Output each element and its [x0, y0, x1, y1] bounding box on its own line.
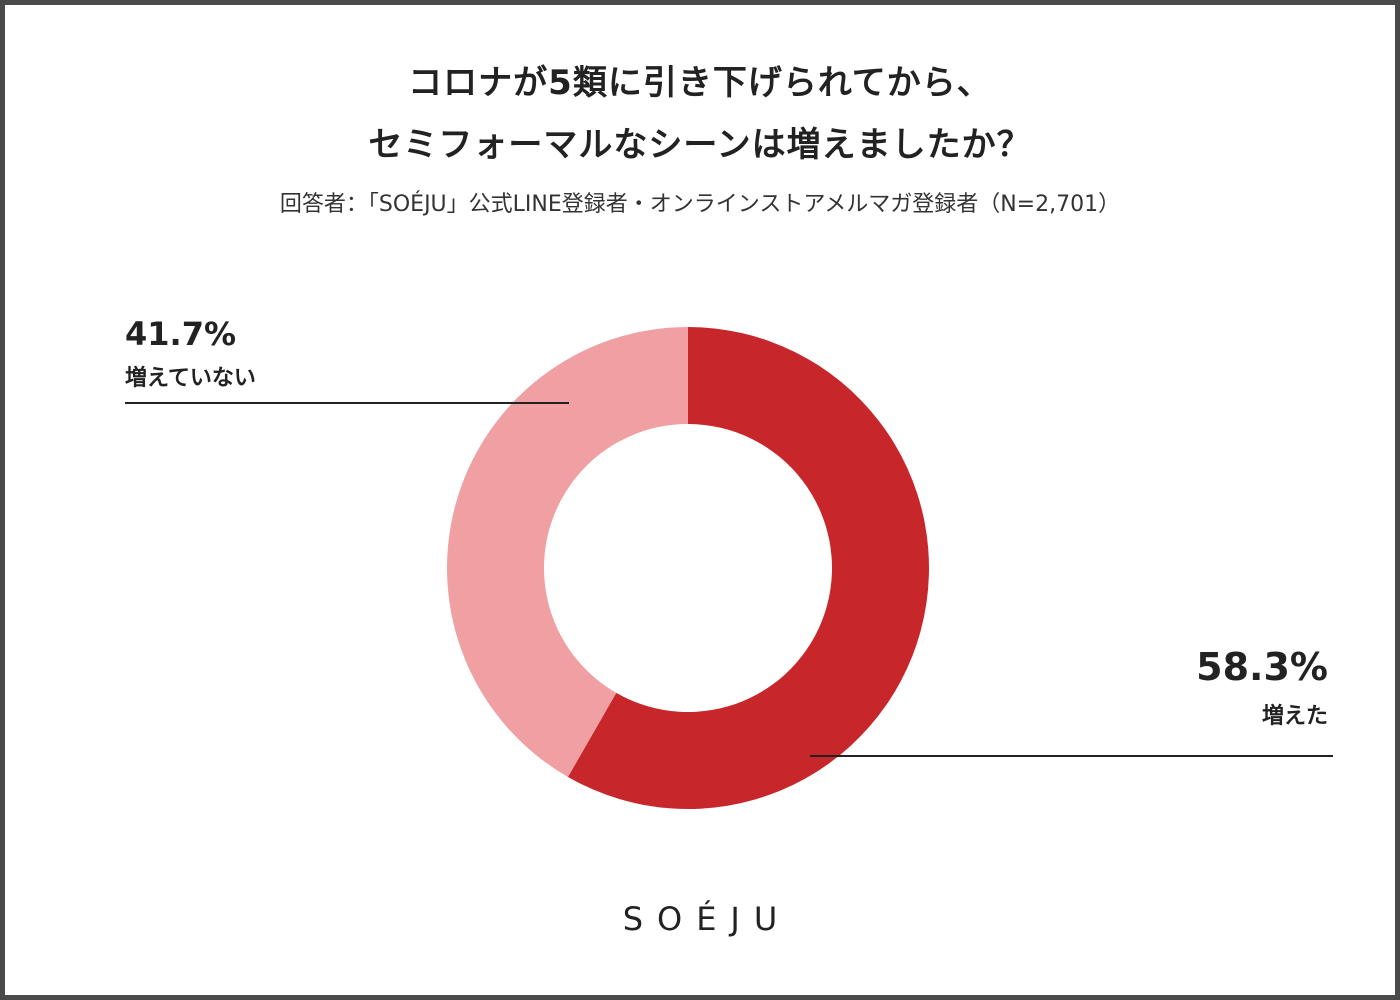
slice-label-increased: 58.3% 増えた — [1196, 644, 1328, 734]
title-line-2: セミフォーマルなシーンは増えましたか？ — [368, 125, 1032, 165]
slice-name-not-increased: 増えていない — [125, 366, 256, 391]
donut-slice-not-increased — [446, 327, 688, 777]
donut-slice-increased — [567, 327, 929, 809]
slice-label-not-increased: 41.7% 増えていない — [125, 314, 256, 396]
respondents-note: 回答者：「SOÉJU」公式LINE登録者・オンラインストアメルマガ登録者（N=2… — [279, 192, 1121, 217]
brand-logo: SOÉJU — [622, 900, 792, 938]
slice-name-increased: 増えた — [1261, 704, 1328, 729]
slice-percent-increased: 58.3% — [1196, 645, 1328, 689]
chart-title: コロナが5類に引き下げられてから、 セミフォーマルなシーンは増えましたか？ — [0, 52, 1400, 176]
slice-percent-not-increased: 41.7% — [125, 315, 237, 353]
title-line-1: コロナが5類に引き下げられてから、 — [408, 63, 992, 103]
